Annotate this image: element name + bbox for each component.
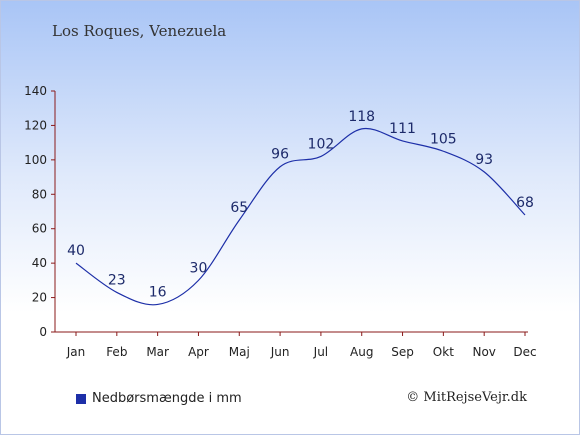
credit-text: © MitRejseVejr.dk: [406, 390, 527, 405]
x-tick-label: Okt: [433, 345, 454, 359]
series-line: [75, 127, 526, 306]
x-tick-label: Dec: [513, 345, 536, 359]
data-label: 111: [389, 121, 416, 137]
legend: Nedbørsmængde i mm: [76, 391, 242, 406]
data-label: 68: [516, 195, 534, 211]
y-tick-label: 140: [24, 84, 47, 98]
data-label: 65: [230, 200, 248, 216]
y-tick-label: 120: [24, 118, 47, 132]
x-tick-label: Jan: [66, 345, 86, 359]
data-label: 93: [475, 152, 493, 168]
x-tick-label: Maj: [229, 345, 250, 359]
data-label: 105: [430, 131, 457, 147]
x-tick-label: Feb: [106, 345, 127, 359]
x-tick-label: Mar: [146, 345, 169, 359]
x-tick-label: Aug: [350, 345, 373, 359]
data-label: 30: [190, 260, 208, 276]
y-tick-label: 80: [32, 187, 47, 201]
data-label: 96: [271, 147, 289, 163]
x-tick-label: Sep: [391, 345, 414, 359]
x-tick-label: Jun: [270, 345, 290, 359]
data-label: 118: [348, 109, 375, 125]
data-label: 102: [308, 136, 335, 152]
x-tick-label: Apr: [188, 345, 209, 359]
x-tick-label: Jul: [313, 345, 328, 359]
y-tick-label: 60: [32, 222, 47, 236]
data-label: 40: [67, 243, 85, 259]
y-tick-label: 100: [24, 153, 47, 167]
legend-swatch: [76, 393, 86, 404]
y-tick-label: 0: [39, 325, 47, 339]
y-tick-label: 40: [32, 256, 47, 270]
legend-label: Nedbørsmængde i mm: [92, 391, 242, 406]
x-tick-label: Nov: [472, 345, 495, 359]
y-tick-label: 20: [32, 291, 47, 305]
data-label: 23: [108, 272, 126, 288]
data-label: 16: [149, 284, 167, 300]
chart-title: Los Roques, Venezuela: [52, 22, 227, 40]
